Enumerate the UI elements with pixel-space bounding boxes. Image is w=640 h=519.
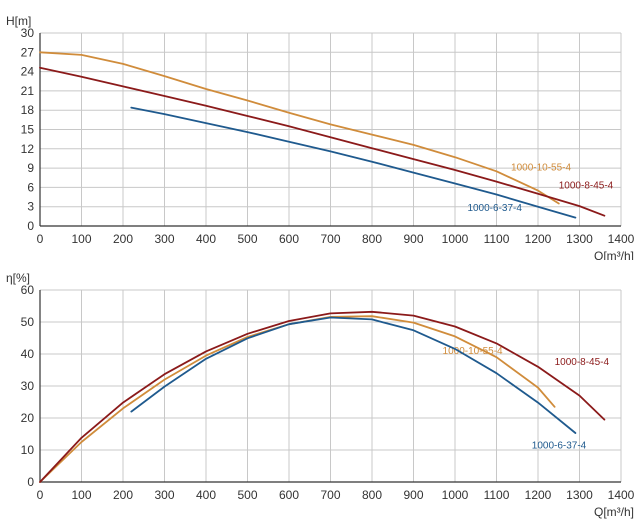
chart1-x-tick-label: 600 <box>279 232 299 246</box>
chart1-x-tick-label: 300 <box>154 232 174 246</box>
chart1-y-tick-label: 3 <box>27 200 34 214</box>
chart1-x-tick-label: 400 <box>196 232 216 246</box>
chart1-x-tick-label: 500 <box>237 232 257 246</box>
chart2-series-line-1000-6-37-4 <box>130 316 577 434</box>
head-chart: 0 100 200 300 400 500 600 700 800 900 1000 1100 1200… <box>6 14 635 260</box>
chart1-series-label-1000-6-37-4: 1000-6-37-4 <box>467 203 522 214</box>
chart2-x-axis-label: Q[m³/h] <box>594 505 634 519</box>
chart1-x-tick-label: 800 <box>362 232 382 246</box>
chart1-y-tick-label: 30 <box>21 26 35 40</box>
chart1-x-tick-label: 1200 <box>525 232 552 246</box>
chart1-x-tick-label: 700 <box>320 232 340 246</box>
chart1-x-tick-label: 0 <box>37 232 44 246</box>
chart2-x-tick-label: 900 <box>403 488 423 502</box>
chart2-x-tick-label: 200 <box>113 488 133 502</box>
chart2-x-tick-label: 300 <box>154 488 174 502</box>
chart1-x-tick-label: 200 <box>113 232 133 246</box>
chart2-series-line-1000-8-45-4 <box>39 310 606 483</box>
chart2-y-tick-label: 30 <box>21 379 35 393</box>
chart1-series-label-1000-8-45-4: 1000-8-45-4 <box>559 181 614 192</box>
chart1-y-tick-label: 12 <box>21 142 35 156</box>
chart1-y-tick-label: 15 <box>21 123 35 137</box>
chart2-x-tick-label: 1400 <box>608 488 635 502</box>
chart1-series-label-1000-10-55-4: 1000-10-55-4 <box>511 163 571 174</box>
chart2-y-tick-label: 20 <box>21 411 35 425</box>
chart2-series-label-1000-6-37-4: 1000-6-37-4 <box>532 440 587 451</box>
chart2-y-tick-label: 40 <box>21 347 35 361</box>
chart2-x-tick-label: 800 <box>362 488 382 502</box>
chart1-y-tick-label: 9 <box>27 161 34 175</box>
chart2-y-tick-label: 0 <box>27 475 34 489</box>
chart1-x-tick-label: 100 <box>71 232 91 246</box>
chart1-series-line-1000-10-55-4 <box>39 51 560 205</box>
chart2-x-tick-label: 400 <box>196 488 216 502</box>
chart1-series-line-1000-6-37-4 <box>130 106 577 219</box>
chart1-y-tick-label: 6 <box>27 180 34 194</box>
chart2-series-label-1000-8-45-4: 1000-8-45-4 <box>555 357 610 368</box>
chart2-y-tick-label: 60 <box>21 283 35 297</box>
chart2-x-tick-label: 1100 <box>484 488 510 502</box>
chart2-series-line-1000-10-55-4 <box>39 315 556 483</box>
chart2-x-tick-label: 1200 <box>525 488 552 502</box>
chart1-x-tick-label: 1000 <box>442 232 469 246</box>
chart2-x-tick-label: 500 <box>237 488 257 502</box>
chart1-x-axis-label: Q[m³/h] <box>594 249 634 260</box>
chart2-x-tick-label: 1300 <box>566 488 593 502</box>
chart2-y-axis-label: η[%] <box>6 271 30 285</box>
chart1-y-axis-label: H[m] <box>6 14 31 28</box>
chart1-x-tick-label: 1300 <box>566 232 593 246</box>
efficiency-chart: 0 100 200 300 400 500 600 700 800 900 1000 1100 1200… <box>6 271 635 519</box>
chart2-y-tick-label: 50 <box>21 315 35 329</box>
chart1-y-tick-label: 18 <box>21 103 35 117</box>
chart1-x-tick-label: 1100 <box>484 232 510 246</box>
chart2-x-tick-label: 1000 <box>442 488 469 502</box>
chart2-x-tick-label: 100 <box>71 488 91 502</box>
chart1-x-tick-label: 900 <box>403 232 423 246</box>
chart2-x-tick-label: 600 <box>279 488 299 502</box>
chart1-y-tick-label: 27 <box>21 45 35 59</box>
chart1-y-tick-label: 24 <box>21 65 35 79</box>
chart1-y-tick-label: 0 <box>27 219 34 233</box>
chart1-y-tick-label: 21 <box>21 84 35 98</box>
chart2-x-tick-label: 700 <box>320 488 340 502</box>
chart2-series-label-1000-10-55-4: 1000-10-55-4 <box>443 346 503 357</box>
chart1-x-tick-label: 1400 <box>608 232 635 246</box>
chart2-y-tick-label: 10 <box>21 443 35 457</box>
chart2-x-tick-label: 0 <box>37 488 44 502</box>
chart1-series-line-1000-8-45-4 <box>39 66 606 217</box>
